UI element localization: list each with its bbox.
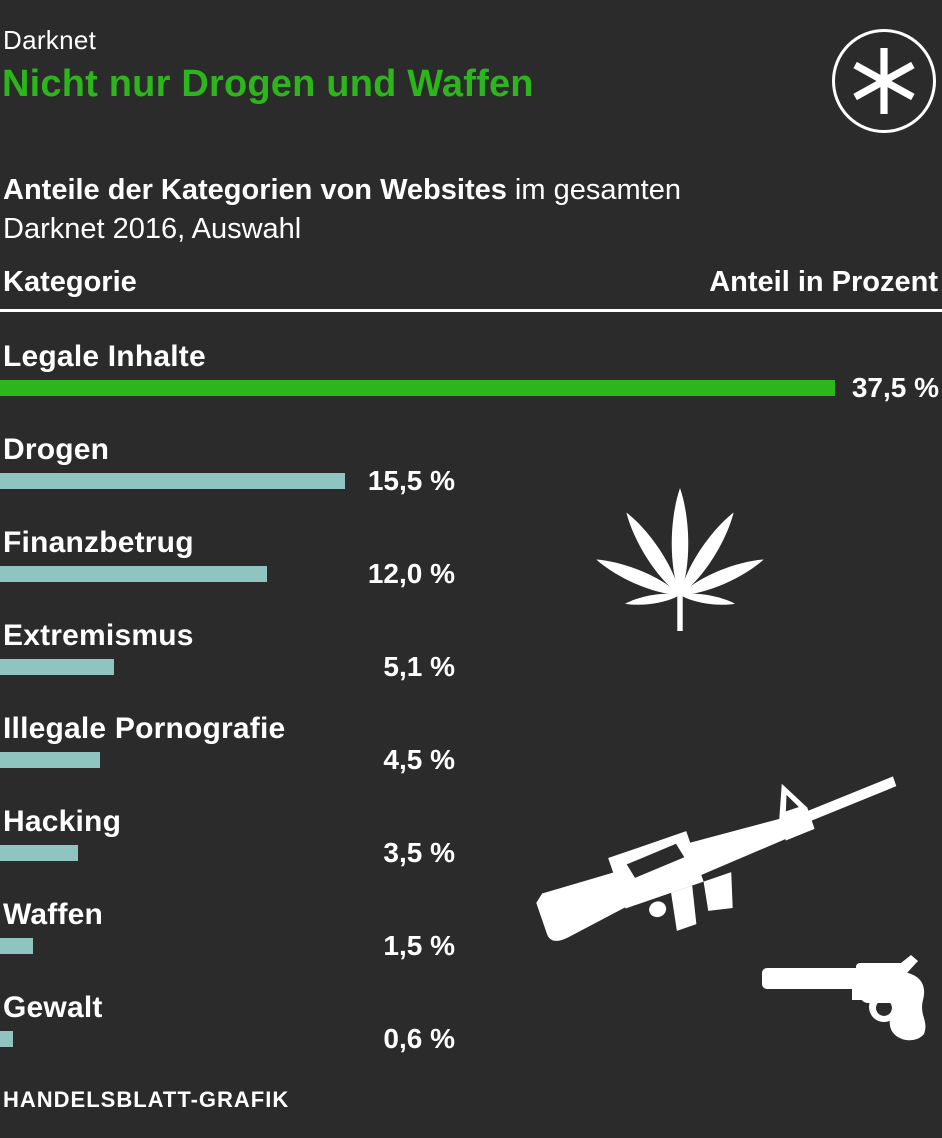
subtitle-rest: im gesamten	[506, 174, 681, 206]
value-label: 3,5 %	[383, 837, 455, 868]
assault-rifle-icon	[527, 750, 919, 978]
kicker: Darknet	[3, 25, 97, 55]
subtitle-line-1: Anteile der Kategorien von Websites im g…	[3, 171, 681, 210]
bar	[0, 566, 267, 582]
category-label: Extremismus	[3, 619, 194, 652]
bar	[0, 752, 100, 768]
table-row: Hacking 3,5 %	[0, 805, 942, 898]
value-label: 1,5 %	[383, 930, 455, 961]
subtitle: Anteile der Kategorien von Websites im g…	[3, 171, 681, 249]
table-row: Legale Inhalte 37,5 %	[0, 340, 942, 433]
bar	[0, 1031, 13, 1047]
asterisk-logo-icon	[830, 27, 938, 135]
category-label: Hacking	[3, 805, 122, 838]
table-row: Waffen 1,5 %	[0, 898, 942, 991]
value-label: 12,0 %	[367, 558, 455, 589]
value-label: 15,5 %	[367, 465, 455, 496]
bar	[0, 380, 835, 396]
category-label: Waffen	[3, 898, 104, 931]
subtitle-bold: Anteile der Kategorien von Websites	[3, 174, 507, 206]
bar-chart: Legale Inhalte 37,5 % Drogen 15,5 % Finanzbe…	[0, 340, 942, 1087]
bar	[0, 845, 78, 861]
table-row: Finanzbetrug 12,0 %	[0, 526, 942, 619]
subtitle-line-2: Darknet 2016, Auswahl	[3, 213, 302, 245]
value-label: 37,5 %	[851, 372, 939, 403]
cannabis-leaf-icon	[566, 443, 794, 635]
table-row: Extremismus 5,1 %	[0, 619, 942, 712]
table-row: Gewalt 0,6 %	[0, 991, 942, 1084]
header-divider	[0, 309, 942, 312]
table-row: Illegale Pornografie 4,5 %	[0, 712, 942, 805]
column-header-value: Anteil in Prozent	[709, 266, 938, 298]
bar	[0, 473, 345, 489]
category-label: Illegale Pornografie	[3, 712, 286, 745]
page-title: Nicht nur Drogen und Waffen	[2, 63, 534, 105]
category-label: Drogen	[3, 433, 110, 466]
column-header-category: Kategorie	[3, 266, 137, 298]
bar	[0, 659, 114, 675]
value-label: 0,6 %	[383, 1023, 455, 1054]
bar	[0, 938, 33, 954]
category-label: Finanzbetrug	[3, 526, 194, 559]
table-row: Drogen 15,5 %	[0, 433, 942, 526]
category-label: Gewalt	[3, 991, 103, 1024]
category-label: Legale Inhalte	[3, 340, 206, 373]
value-label: 5,1 %	[383, 651, 455, 682]
credit: HANDELSBLATT-GRAFIK	[3, 1087, 290, 1112]
value-label: 4,5 %	[383, 744, 455, 775]
revolver-icon	[760, 952, 928, 1042]
